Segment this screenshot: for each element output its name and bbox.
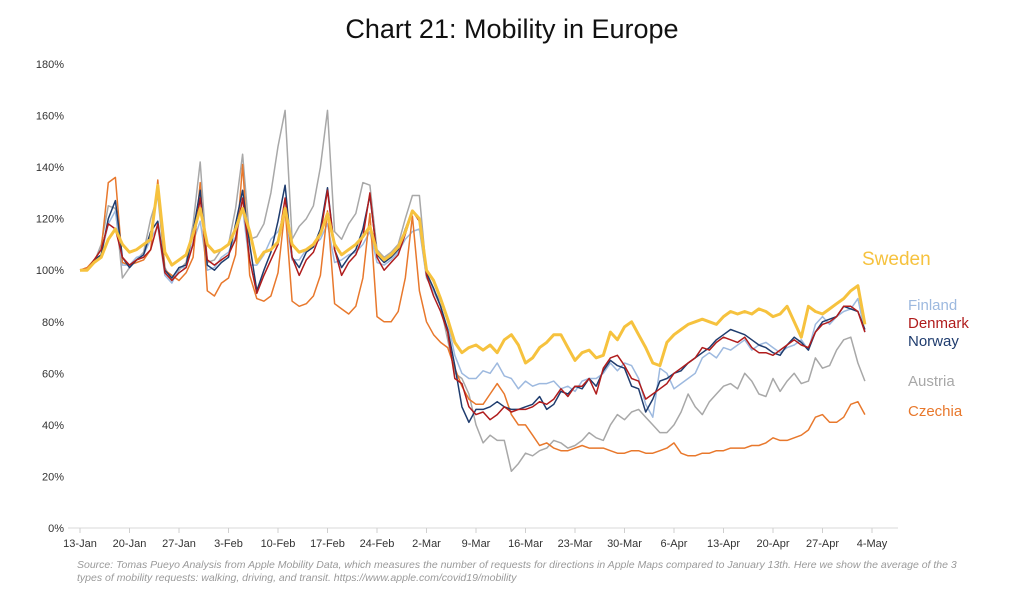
y-tick-label: 180% — [36, 59, 64, 71]
series-line-denmark — [80, 189, 866, 421]
series-line-finland — [80, 207, 866, 418]
series-label-czechia: Czechia — [908, 403, 963, 420]
x-tick-label: 10-Feb — [261, 538, 296, 550]
x-tick-label: 17-Feb — [310, 538, 345, 550]
y-tick-label: 0% — [48, 523, 64, 535]
y-tick-label: 140% — [36, 162, 64, 174]
x-tick-label: 2-Mar — [412, 538, 441, 550]
y-tick-label: 100% — [36, 265, 64, 277]
x-tick-label: 9-Mar — [462, 538, 491, 550]
x-tick-label: 24-Feb — [360, 538, 395, 550]
series-label-sweden: Sweden — [862, 249, 931, 270]
x-tick-label: 30-Mar — [607, 538, 642, 550]
x-tick-label: 6-Apr — [661, 538, 688, 550]
y-axis-labels: 0% 20% 40% 60% 80% 100% 120% 140% 160% 180% — [36, 59, 64, 535]
x-tick-label: 20-Apr — [756, 538, 789, 550]
series-lines — [79, 109, 867, 473]
series-label-finland: Finland — [908, 297, 957, 314]
y-tick-label: 120% — [36, 214, 64, 226]
x-axis-ticks: 13-Jan 20-Jan 27-Jan 3-Feb 10-Feb 17-Feb 24-Fe… — [63, 528, 888, 550]
series-line-sweden — [80, 183, 867, 368]
series-line-norway — [80, 184, 866, 424]
x-tick-label: 27-Apr — [806, 538, 839, 550]
series-label-austria: Austria — [908, 373, 955, 390]
chart-title: Chart 21: Mobility in Europe — [345, 14, 679, 44]
source-note: Source: Tomas Pueyo Analysis from Apple … — [77, 559, 957, 584]
x-tick-label: 20-Jan — [113, 538, 147, 550]
y-tick-label: 160% — [36, 111, 64, 123]
y-tick-label: 40% — [42, 420, 64, 432]
x-tick-label: 27-Jan — [162, 538, 196, 550]
x-tick-label: 16-Mar — [508, 538, 543, 550]
series-line-czechia — [79, 163, 866, 457]
series-label-denmark: Denmark — [908, 315, 969, 332]
series-label-norway: Norway — [908, 333, 959, 350]
y-tick-label: 80% — [42, 317, 64, 329]
x-tick-label: 4-May — [857, 538, 888, 550]
y-tick-label: 20% — [42, 471, 64, 483]
series-line-austria — [79, 109, 866, 473]
x-tick-label: 23-Mar — [558, 538, 593, 550]
y-tick-label: 60% — [42, 368, 64, 380]
x-tick-label: 13-Jan — [63, 538, 97, 550]
x-tick-label: 3-Feb — [214, 538, 243, 550]
x-tick-label: 13-Apr — [707, 538, 740, 550]
